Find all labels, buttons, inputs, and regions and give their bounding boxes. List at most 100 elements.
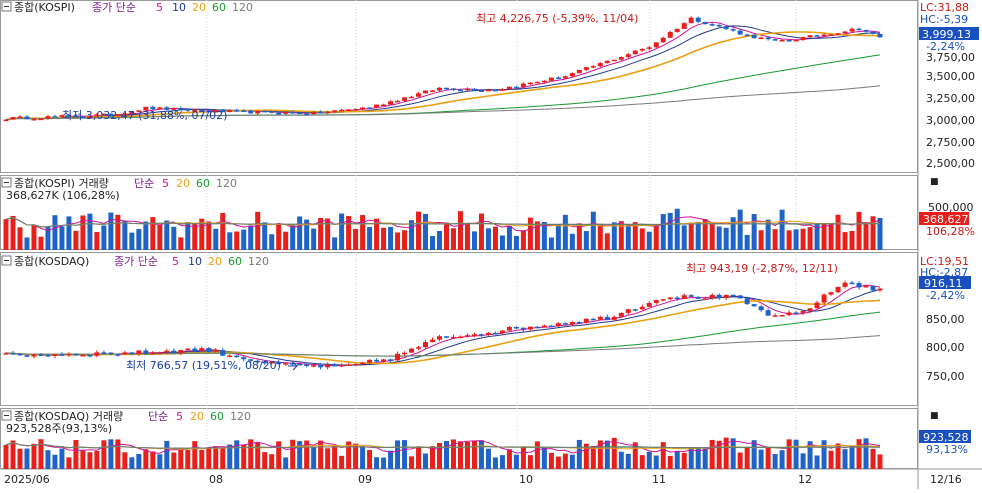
kosdaq-candle-21: [150, 352, 156, 355]
kosdaq-volume-bar-83: [583, 443, 589, 469]
kosdaq-candle-30: [213, 350, 219, 352]
kospi-volume-bar-116: [814, 223, 820, 250]
kosdaq-candle-35: [248, 359, 254, 361]
kospi-volume-bar-121: [849, 230, 855, 250]
kospi-volume-bar-38: [269, 234, 275, 250]
price-axis[interactable]: [918, 0, 982, 489]
time-label-aug: 08: [209, 473, 223, 486]
kosdaq-candle-105: [737, 295, 743, 299]
kosdaq-volume-bar-105: [737, 452, 743, 469]
kosdaq-candle-5: [38, 354, 44, 356]
kospi-volume-bar-120: [842, 232, 848, 250]
kospi-volume-bar-19: [136, 229, 142, 250]
kosdaq-candle-120: [842, 282, 848, 287]
kosdaq-candle-7: [52, 354, 58, 356]
kosdaq-volume-bar-125: [877, 454, 883, 469]
kosdaq-volume-bar-26: [185, 450, 191, 469]
kospi-candle-37: [262, 110, 268, 113]
kosdaq-candle-13: [94, 352, 100, 356]
vol-ma20-label[interactable]: 20: [176, 177, 190, 190]
ma120-label[interactable]: 120: [232, 1, 253, 14]
vol-ma60-label[interactable]: 60: [196, 177, 210, 190]
kospi-candle-65: [457, 89, 463, 92]
kospi-volume-bar-90: [632, 222, 638, 250]
ma20-label[interactable]: 20: [192, 1, 206, 14]
kospi-candle-78: [548, 77, 554, 81]
kosdaq-volume-bar-66: [464, 441, 470, 469]
kospi-candle-58: [409, 96, 415, 99]
kosdaq-volume-bar-117: [821, 440, 827, 469]
kospi-volume-bar-20: [143, 221, 149, 250]
kospi-volume-bar-47: [332, 237, 338, 250]
kospi-candle-57: [402, 97, 408, 101]
kospi-candle-52: [367, 107, 373, 110]
kospi-candle-55: [388, 101, 394, 105]
kospi-volume-header[interactable]: 종합(KOSPI) 거래량 단순 5 20 60 120: [1, 177, 237, 190]
time-label-dec: 12: [798, 473, 812, 486]
ma5-label[interactable]: 5: [156, 1, 163, 14]
kospi-volume-tick: 500,000: [928, 201, 974, 214]
kospi-volume-bar-115: [807, 227, 813, 250]
kosdaq-candle-37: [262, 361, 268, 364]
kosdaq-candle-60: [423, 342, 429, 348]
kosdaq-pane[interactable]: [0, 252, 918, 406]
kospi-candle-0: [3, 119, 9, 122]
kosdaq-header[interactable]: 종합(KOSDAQ) 종가 단순 5 10 20 60 120: [1, 255, 269, 268]
kosdaq-volume-bar-89: [625, 453, 631, 469]
kospi-volume-bar-21: [150, 217, 156, 250]
kospi-candle-68: [478, 90, 484, 92]
ma60-label[interactable]: 60: [212, 1, 226, 14]
kospi-candle-102: [716, 24, 722, 27]
kosdaq-candle-93: [653, 300, 659, 303]
kq-ma120-label[interactable]: 120: [248, 255, 269, 268]
ma10-label[interactable]: 10: [172, 1, 186, 14]
kospi-candle-113: [793, 39, 799, 42]
kospi-volume-bar-40: [283, 231, 289, 250]
kospi-candle-74: [520, 83, 526, 88]
kospi-volume-bar-8: [59, 226, 65, 250]
kosdaq-volume-bar-91: [639, 455, 645, 469]
kq-ma20-label[interactable]: 20: [208, 255, 222, 268]
kospi-volume-bar-78: [548, 237, 554, 250]
kq-ma60-label[interactable]: 60: [228, 255, 242, 268]
kosdaq-candle-88: [618, 312, 624, 317]
kosdaq-candle-75: [527, 326, 533, 330]
kospi-candle-76: [534, 81, 540, 84]
kosdaq-volume-bar-29: [206, 447, 212, 469]
kq-vol-ma60-label[interactable]: 60: [210, 410, 224, 423]
kospi-volume-bar-114: [800, 228, 806, 250]
kospi-ma20-line: [5, 31, 881, 121]
kosdaq-volume-bar-24: [171, 452, 177, 469]
kq-ma5-label[interactable]: 5: [172, 255, 179, 268]
kosdaq-candle-78: [548, 325, 554, 328]
kosdaq-volume-bars: [3, 437, 883, 469]
kosdaq-candle-11: [80, 354, 86, 357]
kospi-header[interactable]: 종합(KOSPI) 종가 단순 5 10 20 60 120: [1, 1, 253, 14]
kosdaq-candle-92: [646, 302, 652, 307]
kosdaq-volume-header[interactable]: 종합(KOSDAQ) 거래량 단순 5 20 60 120: [1, 410, 251, 423]
kospi-volume-bar-87: [611, 222, 617, 250]
kosdaq-candle-51: [360, 362, 366, 365]
kq-ma10-label[interactable]: 10: [188, 255, 202, 268]
kq-vol-ma20-label[interactable]: 20: [190, 410, 204, 423]
kosdaq-volume-bar-20: [143, 449, 149, 469]
kosdaq-volume-bar-95: [667, 455, 673, 469]
vol-ma120-label[interactable]: 120: [216, 177, 237, 190]
kosdaq-candle-8: [59, 354, 65, 356]
kospi-candle-73: [513, 86, 519, 89]
kosdaq-candle-100: [702, 298, 708, 300]
kosdaq-candle-98: [688, 295, 694, 297]
kosdaq-candle-4: [31, 354, 37, 357]
kq-vol-ma120-label[interactable]: 120: [230, 410, 251, 423]
kospi-candle-26: [185, 108, 191, 111]
kospi-volume-bar-80: [562, 214, 568, 250]
vol-ma5-label[interactable]: 5: [162, 177, 169, 190]
kospi-volume-bar-67: [471, 231, 477, 250]
kosdaq-change-pct: -2,42%: [926, 289, 965, 302]
kosdaq-candle-96: [674, 297, 680, 300]
kospi-pane[interactable]: [0, 0, 918, 173]
kospi-candle-111: [779, 40, 785, 42]
kq-vol-ma5-label[interactable]: 5: [176, 410, 183, 423]
kospi-tick-3500: 3,500,00: [926, 70, 975, 83]
